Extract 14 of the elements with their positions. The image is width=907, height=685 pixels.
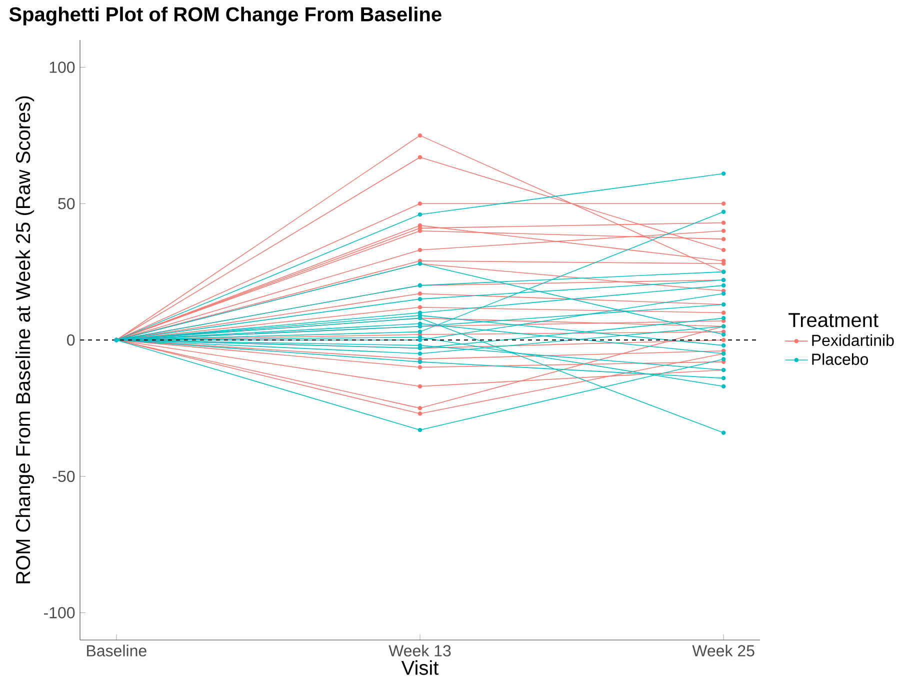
y-axis-title: ROM Change From Baseline at Week 25 (Raw Scores)	[15, 96, 34, 584]
y-tick-label: 100	[50, 62, 75, 73]
y-tick-label: 50	[58, 198, 75, 210]
y-tick-label: -50	[52, 470, 75, 482]
legend-title: Treatment	[788, 313, 878, 328]
y-tick-label: -100	[44, 607, 75, 618]
x-tick-label: Week 13	[388, 644, 451, 656]
legend-label: Pexidartinib	[812, 334, 894, 346]
x-axis-title: Visit	[401, 660, 439, 675]
x-tick-label: Week 25	[692, 644, 754, 656]
chart-title: Spaghetti Plot of ROM Change From Baseline	[9, 6, 442, 26]
x-tick-label: Baseline	[87, 644, 146, 656]
y-tick-label: 0	[67, 334, 75, 346]
legend-label: Placebo	[812, 353, 868, 365]
